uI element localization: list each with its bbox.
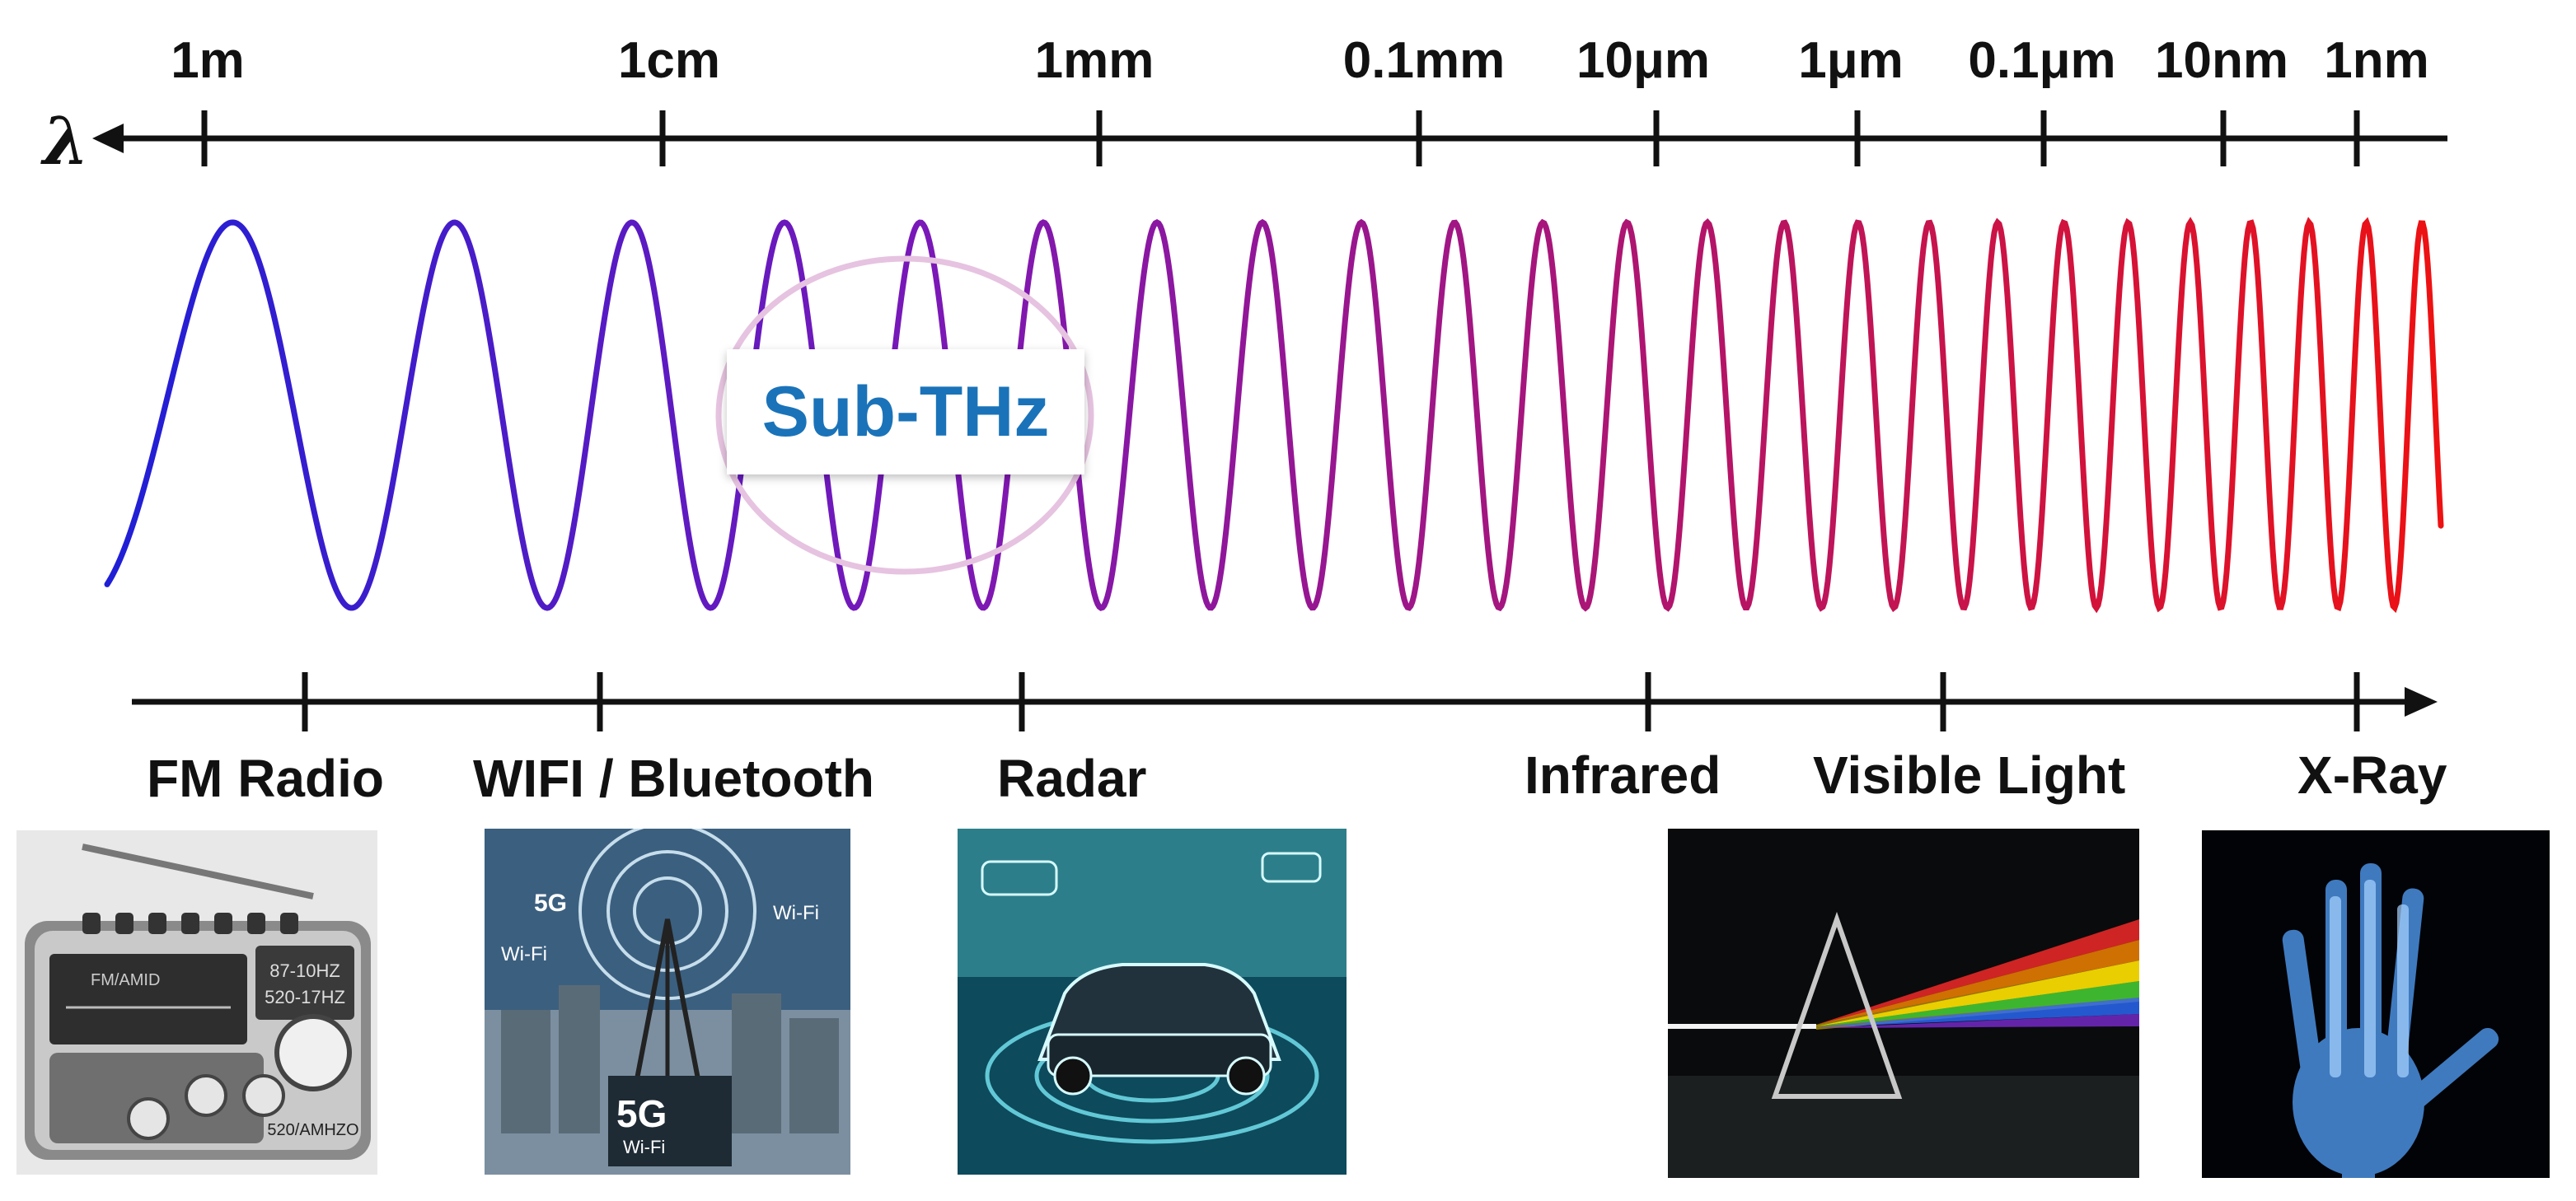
label-x-ray: X-Ray	[2297, 745, 2447, 805]
radar-car-image	[958, 829, 1347, 1175]
tag-5g-box: 5G	[616, 1092, 667, 1135]
5g-tower-image: 5G Wi-Fi Wi-Fi 5G Wi-Fi	[485, 829, 850, 1175]
label-infrared: Infrared	[1525, 745, 1721, 805]
radio-display-line2: 520-17HZ	[265, 987, 345, 1007]
radio-model: 520/AMHZO	[267, 1121, 358, 1139]
application-axis	[132, 672, 2438, 731]
sub-thz-label: Sub-THz	[727, 349, 1084, 474]
tick-label-10um: 10μm	[1576, 32, 1711, 89]
tick-label-0.1um: 0.1μm	[1968, 32, 2116, 89]
wavelength-axis	[92, 110, 2447, 166]
label-visible-light: Visible Light	[1813, 745, 2126, 805]
tag-5g-top: 5G	[534, 890, 567, 917]
tick-label-1cm: 1cm	[617, 32, 721, 89]
label-radar: Radar	[997, 749, 1147, 808]
sub-thz-ring	[715, 255, 1094, 575]
em-wave	[104, 217, 2444, 614]
wavelength-symbol: λ	[43, 102, 90, 180]
fm-radio-image: 87-10HZ 520-17HZ FM/AMID 520/AMHZO	[16, 830, 377, 1175]
tick-label-1mm: 1mm	[1034, 32, 1155, 89]
tick-label-0.1mm: 0.1mm	[1342, 32, 1506, 89]
tag-wifi-right: Wi-Fi	[773, 902, 819, 924]
radio-display-line1: 87-10HZ	[269, 960, 340, 981]
xray-hand-image	[2202, 830, 2550, 1178]
tick-label-1m: 1m	[171, 32, 245, 89]
label-fm-radio: FM Radio	[147, 749, 384, 808]
radio-brand: FM/AMID	[91, 971, 160, 989]
tick-label-1um: 1μm	[1798, 32, 1904, 89]
tag-wifi-box: Wi-Fi	[623, 1137, 665, 1157]
tag-wifi-left: Wi-Fi	[501, 943, 547, 965]
label-wifi-bluetooth: WIFI / Bluetooth	[473, 749, 874, 808]
tick-label-1nm: 1nm	[2324, 32, 2429, 89]
prism-image	[1668, 829, 2139, 1178]
tick-label-10nm: 10nm	[2155, 32, 2288, 89]
